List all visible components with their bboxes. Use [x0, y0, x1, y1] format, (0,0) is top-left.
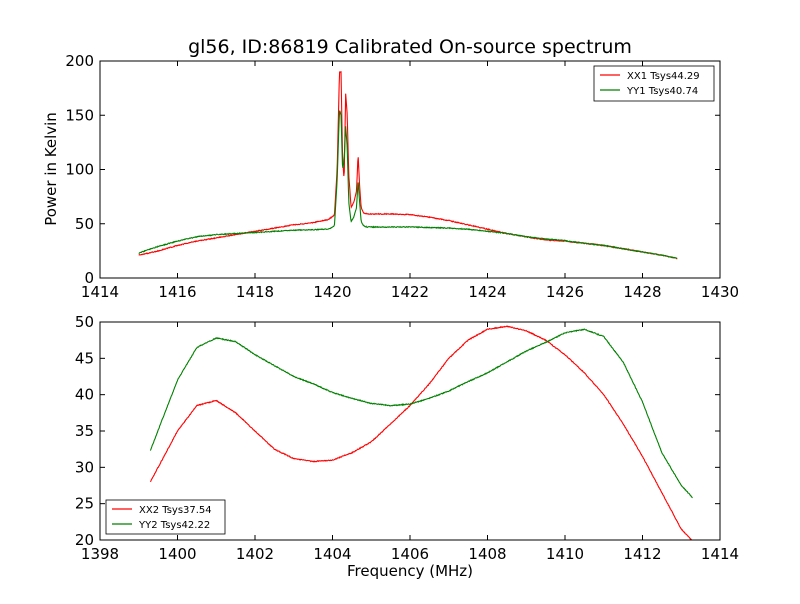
y-tick-label: 150 [65, 106, 94, 124]
x-tick-label: 1414 [701, 545, 739, 563]
series-line-2 [138, 110, 678, 259]
x-tick-label: 1426 [546, 283, 584, 301]
x-tick-label: 1420 [313, 283, 351, 301]
legend-label: YY2 Tsys42.22 [138, 520, 210, 531]
x-tick-label: 1416 [158, 283, 196, 301]
y-axis-label: Power in Kelvin [42, 112, 60, 226]
y-tick-label: 25 [75, 495, 94, 513]
x-tick-label: 1408 [468, 545, 506, 563]
y-tick-label: 20 [75, 531, 94, 549]
legend: XX2 Tsys37.54 YY2 Tsys42.22 [105, 499, 226, 535]
x-axis-label: Frequency (MHz) [347, 562, 473, 580]
y-tick-label: 100 [65, 161, 94, 179]
y-tick-label: 50 [75, 215, 94, 233]
x-tick-label: 1430 [701, 283, 739, 301]
x-tick-label: 1428 [623, 283, 661, 301]
x-tick-label: 1410 [546, 545, 584, 563]
plot-panel-1: 1414 1416 1418 1420 1422 1424 1426 1428 1430 0 50 1… [65, 52, 739, 301]
legend-label: XX1 Tsys44.29 [627, 71, 700, 82]
x-tick-label: 1404 [313, 545, 351, 563]
legend-box [593, 65, 715, 102]
series-line-1 [149, 325, 693, 540]
legend-label: XX2 Tsys37.54 [139, 505, 212, 516]
y-tick-label: 50 [75, 313, 94, 331]
y-tick-label: 45 [75, 349, 94, 367]
x-tick-label: 1424 [468, 283, 506, 301]
legend-box [105, 499, 226, 535]
y-tick-label: 0 [84, 269, 94, 287]
x-tick-label: 1414 [81, 283, 119, 301]
y-tick-label: 35 [75, 422, 94, 440]
x-tick-label: 1418 [236, 283, 274, 301]
x-tick-label: 1400 [158, 545, 196, 563]
x-tick-label: 1412 [623, 545, 661, 563]
x-tick-label: 1406 [391, 545, 429, 563]
y-tick-label: 200 [65, 52, 94, 70]
x-tick-label: 1422 [391, 283, 429, 301]
legend: XX1 Tsys44.29 YY1 Tsys40.74 [593, 65, 715, 102]
y-tick-label: 40 [75, 386, 94, 404]
figure-title: gl56, ID:86819 Calibrated On-source spec… [188, 36, 632, 58]
x-tick-label: 1398 [81, 545, 119, 563]
x-tick-label: 1402 [236, 545, 274, 563]
series-line-2 [149, 328, 693, 499]
plot-panel-2: 1398 1400 1402 1404 1406 1408 1410 1412 1414 20 25… [75, 313, 739, 563]
y-tick-label: 30 [75, 458, 94, 476]
legend-label: YY1 Tsys40.74 [626, 86, 698, 97]
